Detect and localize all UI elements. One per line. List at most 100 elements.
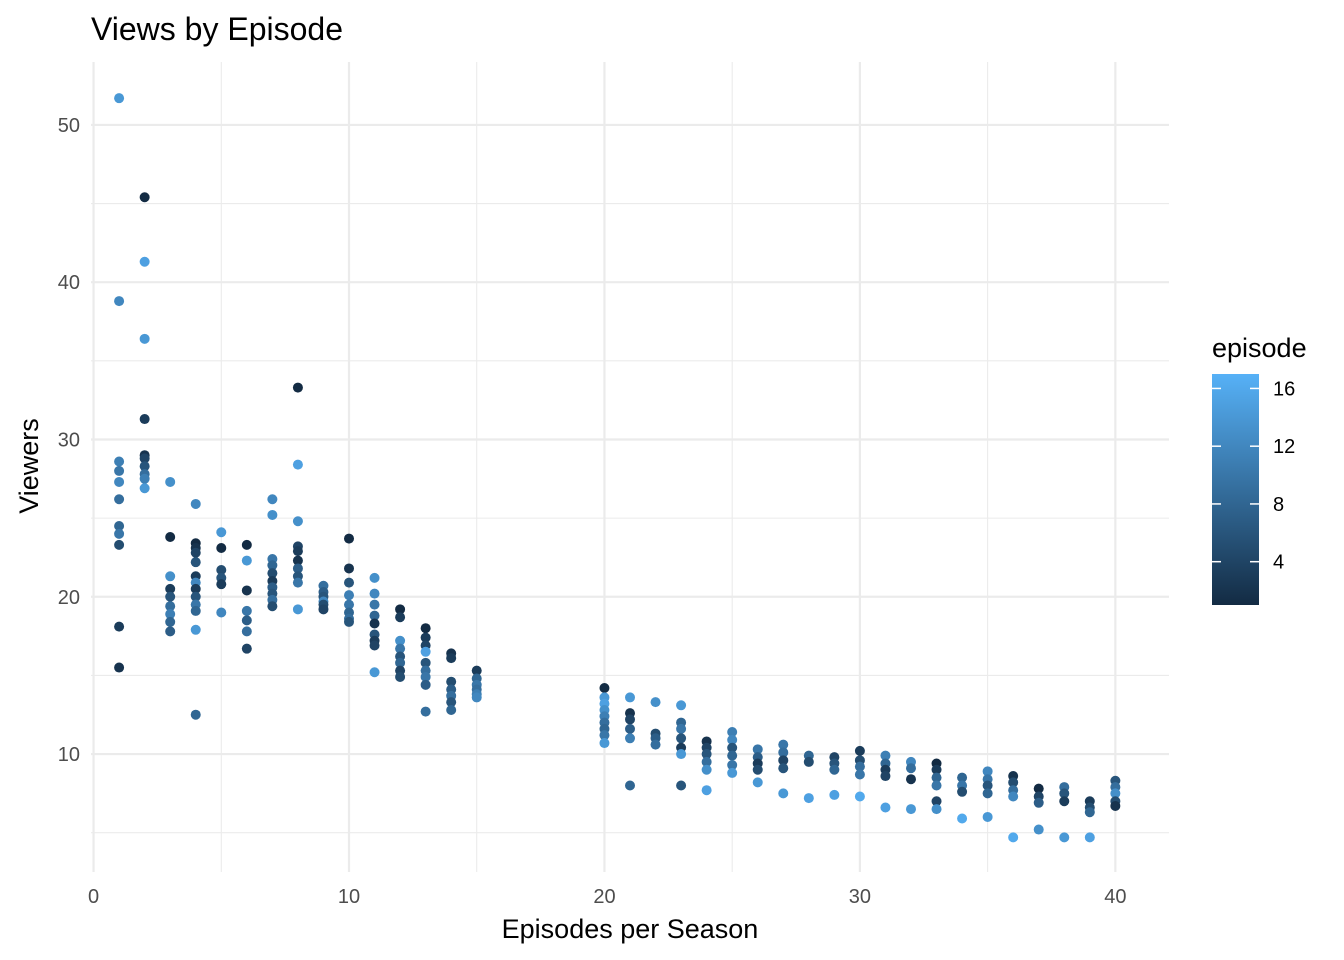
data-point [139, 473, 150, 484]
data-point [344, 616, 355, 627]
data-point [190, 605, 201, 616]
data-point [139, 461, 150, 472]
data-point [446, 653, 457, 664]
y-tick-label: 20 [58, 587, 80, 609]
data-point [625, 780, 635, 791]
data-point [292, 546, 303, 557]
data-point [114, 494, 125, 505]
data-point [267, 509, 278, 520]
data-point [1110, 788, 1121, 799]
data-point [216, 607, 227, 618]
data-point [854, 745, 865, 756]
data-point [420, 706, 431, 717]
data-point [778, 788, 789, 799]
data-point [395, 643, 406, 654]
data-point [267, 494, 278, 505]
data-point [625, 733, 635, 744]
data-point [165, 626, 176, 637]
data-point [931, 796, 942, 807]
data-point [931, 764, 942, 775]
data-point [701, 785, 712, 796]
data-point [1008, 791, 1019, 802]
data-point [829, 764, 840, 775]
data-point [395, 657, 406, 668]
data-point [395, 604, 406, 615]
chart-title: Views by Episode [91, 11, 343, 47]
data-point [292, 382, 303, 393]
data-point [241, 585, 252, 596]
data-point [216, 543, 227, 553]
data-point [931, 804, 942, 815]
legend-ticks: 4 8 12 16 [1212, 378, 1295, 574]
data-point [369, 572, 380, 583]
data-point [957, 813, 968, 824]
data-point [190, 547, 201, 558]
data-point [267, 560, 278, 571]
data-point [599, 730, 610, 741]
data-point [701, 756, 712, 767]
data-point [625, 692, 635, 703]
data-point [165, 609, 176, 620]
data-point [292, 516, 303, 527]
data-point [292, 563, 303, 574]
data-point [982, 780, 993, 791]
data-point [241, 626, 252, 637]
legend-tick-label: 8 [1273, 494, 1284, 516]
data-point [344, 590, 355, 601]
data-point [1084, 832, 1095, 843]
data-point [829, 789, 840, 800]
data-point [1008, 777, 1019, 788]
data-point [1059, 796, 1070, 807]
data-point [1033, 783, 1044, 794]
data-point [165, 591, 176, 602]
data-point [599, 682, 610, 693]
data-point [344, 577, 355, 588]
data-point [165, 476, 176, 487]
data-point [241, 605, 252, 616]
data-point [190, 709, 201, 720]
data-point [292, 604, 303, 615]
data-point [701, 764, 712, 775]
data-point [854, 791, 865, 802]
data-point [241, 643, 252, 654]
data-point [114, 528, 125, 539]
data-point [778, 747, 789, 758]
data-point [344, 599, 355, 610]
data-point [727, 767, 738, 778]
legend-title: episode [1212, 333, 1307, 363]
data-point [420, 671, 431, 682]
y-tick-label: 50 [58, 115, 80, 137]
data-point [752, 744, 763, 755]
data-point [803, 793, 814, 804]
data-point [139, 333, 150, 344]
data-point [982, 811, 993, 822]
data-point [216, 565, 227, 576]
data-point [139, 414, 150, 425]
data-point [727, 760, 738, 771]
data-point [905, 804, 916, 815]
data-point [727, 750, 738, 761]
data-point [905, 774, 916, 785]
x-tick-label: 10 [338, 886, 360, 908]
data-points [114, 93, 1121, 843]
x-tick-label: 40 [1104, 886, 1126, 908]
data-point [701, 749, 712, 760]
data-point [114, 621, 125, 632]
data-point [420, 646, 431, 657]
x-tick-label: 0 [88, 886, 99, 908]
legend-colorbar [1212, 374, 1259, 605]
data-point [931, 780, 942, 791]
data-point [139, 483, 150, 494]
data-point [114, 93, 125, 104]
data-point [752, 764, 763, 775]
data-point [114, 662, 125, 673]
legend-tick-label: 16 [1273, 378, 1295, 400]
data-point [625, 714, 635, 725]
data-point [267, 601, 278, 612]
data-point [190, 591, 201, 602]
x-axis-ticks: 0 10 20 30 40 [88, 886, 1126, 908]
data-point [727, 742, 738, 753]
data-point [676, 780, 687, 791]
data-point [752, 777, 763, 788]
data-point [880, 750, 891, 761]
